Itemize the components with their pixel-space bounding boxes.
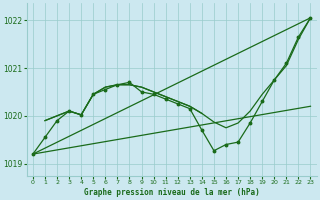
X-axis label: Graphe pression niveau de la mer (hPa): Graphe pression niveau de la mer (hPa): [84, 188, 260, 197]
